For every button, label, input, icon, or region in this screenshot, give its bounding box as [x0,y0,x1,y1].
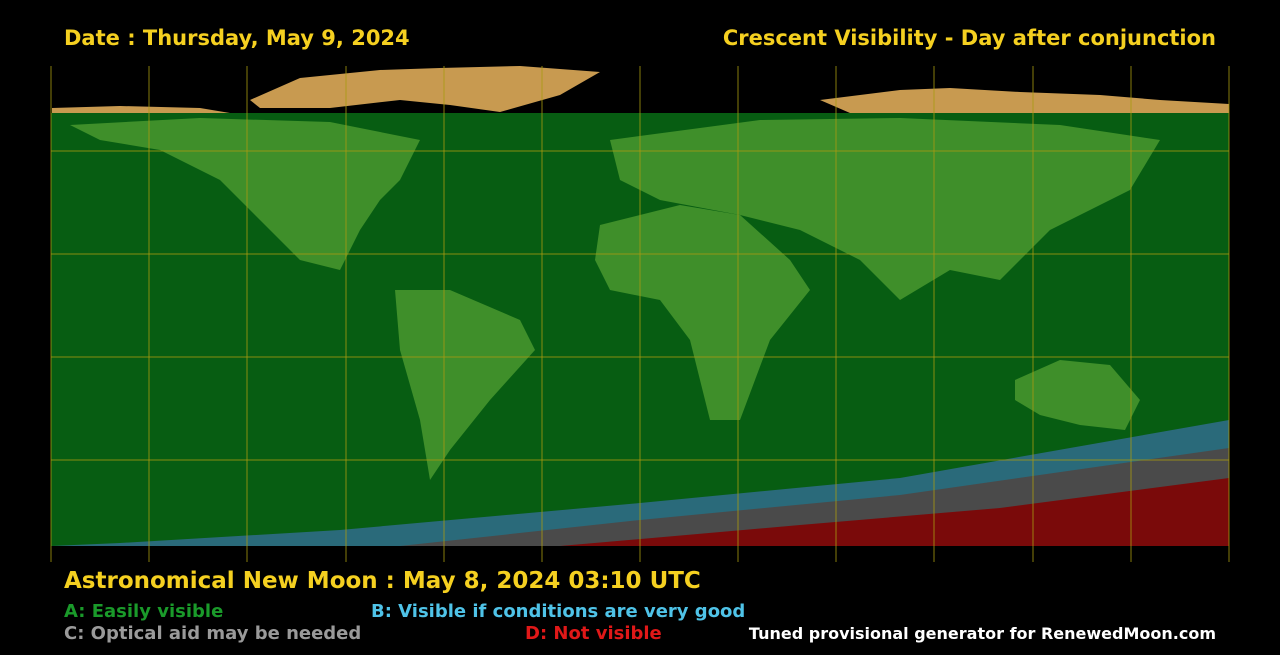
south-america [395,290,535,480]
zone-d [560,478,1229,546]
arctic-land [250,66,600,112]
legend-entry: B: Visible if conditions are very good [371,601,745,622]
map [50,66,1230,562]
new-moon: Astronomical New Moon : May 8, 2024 03:1… [64,568,701,594]
legend-entry: A: Easily visible [64,601,223,622]
arctic-land [52,106,230,113]
legend-entry: D: Not visible [525,623,662,644]
graticule [50,66,1230,562]
africa [595,205,810,420]
arctic-land [820,88,1229,113]
date: Date : Thursday, May 9, 2024 [64,26,410,50]
title: Crescent Visibility - Day after conjunct… [723,26,1216,50]
australia [1015,360,1140,430]
legend-entry: C: Optical aid may be needed [64,623,361,644]
credit: Tuned provisional generator for RenewedM… [749,624,1216,643]
north-america [70,118,420,270]
